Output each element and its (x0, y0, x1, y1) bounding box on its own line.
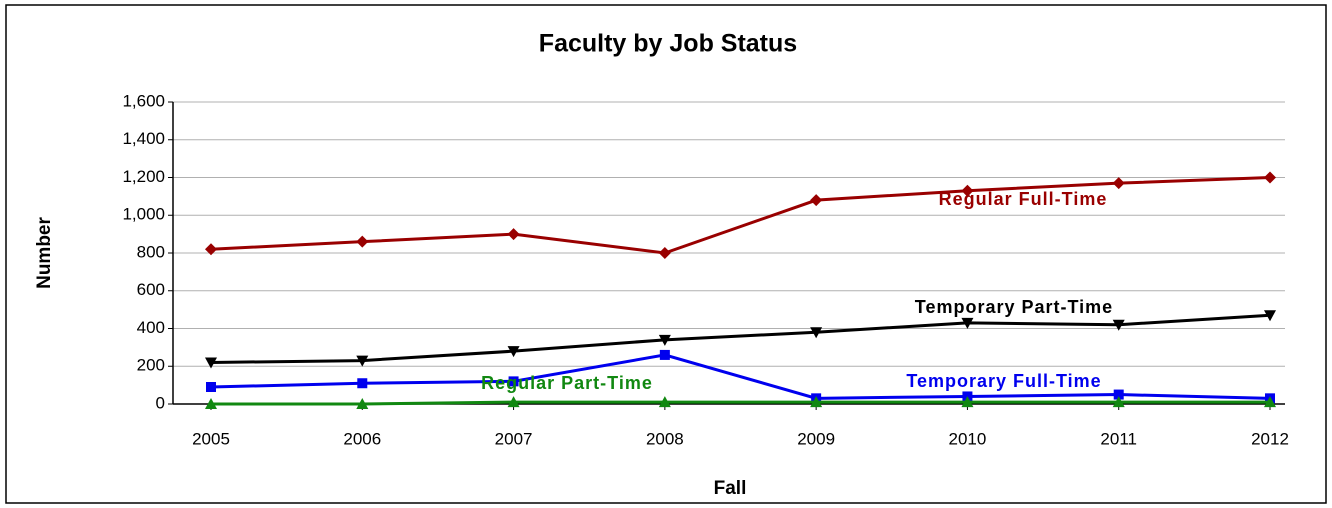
x-tick-label: 2010 (949, 429, 987, 448)
data-point (357, 378, 368, 389)
data-point (507, 228, 520, 241)
x-axis-label: Fall (714, 478, 747, 499)
data-point (356, 355, 369, 367)
y-tick-label: 400 (137, 318, 165, 337)
chart-title: Faculty by Job Status (539, 30, 797, 58)
series-label: Regular Full-Time (939, 189, 1108, 209)
x-tick-label: 2009 (797, 429, 835, 448)
data-point (1112, 177, 1125, 190)
series-line (210, 313, 1271, 364)
data-point (356, 398, 369, 409)
series-label: Temporary Part-Time (915, 297, 1113, 317)
series-label: Regular Part-Time (481, 373, 653, 393)
data-point (1264, 171, 1276, 184)
data-point (961, 396, 974, 408)
data-point (658, 334, 671, 346)
series-label: Temporary Full-Time (906, 371, 1101, 391)
y-tick-label: 600 (137, 280, 165, 299)
x-tick-label: 2008 (646, 429, 684, 448)
data-point (1112, 319, 1125, 331)
y-tick-label: 1,600 (122, 91, 165, 110)
data-point (1264, 310, 1276, 322)
data-point (659, 349, 670, 360)
y-tick-label: 800 (137, 242, 165, 261)
data-point (507, 396, 520, 408)
y-tick-label: 0 (156, 393, 165, 412)
data-point (961, 184, 974, 197)
y-tick-label: 1,000 (122, 205, 165, 224)
data-point (1113, 389, 1124, 400)
data-point (810, 396, 823, 408)
y-tick-label: 1,400 (122, 129, 165, 148)
data-point (1264, 396, 1276, 408)
data-point (507, 346, 520, 358)
y-axis-label: Number (34, 217, 55, 289)
data-point (205, 357, 217, 369)
y-tick-label: 1,200 (122, 167, 165, 186)
data-point (205, 243, 217, 256)
data-point (205, 398, 217, 409)
data-point (508, 376, 519, 387)
x-tick-label: 2011 (1100, 429, 1137, 448)
data-point (658, 247, 671, 259)
data-point (810, 327, 823, 339)
series-line (211, 400, 1270, 406)
x-tick-label: 2007 (495, 429, 533, 448)
y-tick-label: 200 (137, 356, 165, 375)
data-point (961, 317, 974, 329)
data-point (356, 235, 369, 248)
data-point (658, 396, 671, 408)
x-tick-label: 2012 (1251, 429, 1289, 448)
series-line (210, 176, 1271, 255)
series-line (210, 353, 1271, 400)
data-point (1112, 396, 1125, 408)
data-point (810, 194, 823, 207)
x-tick-label: 2006 (343, 429, 381, 448)
data-point (206, 382, 216, 393)
x-tick-label: 2005 (192, 429, 230, 448)
